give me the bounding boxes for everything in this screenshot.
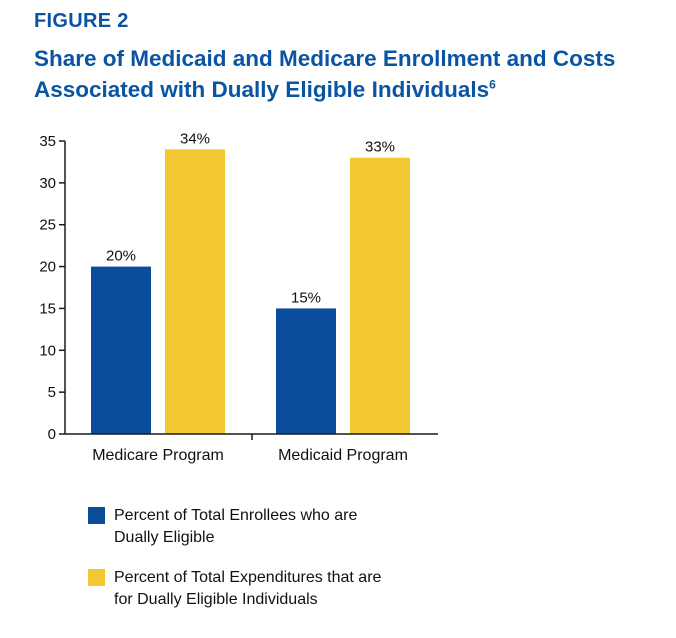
x-tick-label: Medicare Program: [92, 447, 224, 464]
x-tick-label: Medicaid Program: [278, 447, 408, 464]
legend-swatch-expenditures: [88, 569, 105, 586]
data-label: 33%: [365, 139, 395, 156]
legend-swatch-enrollees: [88, 507, 105, 524]
y-tick-label: 20: [39, 259, 56, 276]
chart-title: Share of Medicaid and Medicare Enrollmen…: [34, 43, 664, 105]
bar-enrollees-1: [276, 308, 336, 434]
y-tick-label: 10: [39, 342, 56, 359]
legend-item-enrollees: Percent of Total Enrollees who are Duall…: [88, 505, 508, 549]
chart-legend: Percent of Total Enrollees who are Duall…: [88, 505, 508, 629]
bar-expenditures-1: [350, 157, 410, 434]
bar-chart: 20% 15% 34% 33% 0 5 10 15 20 25 30 35 Medicare Progr…: [39, 130, 438, 464]
y-tick-label: 0: [48, 426, 56, 443]
chart-title-text: Share of Medicaid and Medicare Enrollmen…: [34, 46, 616, 102]
bar-expenditures-0: [165, 149, 225, 434]
legend-item-expenditures: Percent of Total Expenditures that are f…: [88, 567, 508, 611]
figure-label: FIGURE 2: [34, 10, 129, 32]
y-tick-label: 5: [48, 384, 56, 401]
y-tick-label: 35: [39, 133, 56, 150]
legend-label-line1: Percent of Total Expenditures that are: [114, 569, 382, 586]
y-tick-label: 30: [39, 175, 56, 192]
bar-enrollees-0: [91, 266, 151, 434]
y-tick-label: 25: [39, 217, 56, 234]
legend-label-line1: Percent of Total Enrollees who are: [114, 507, 358, 524]
title-footnote-marker: 6: [489, 77, 496, 92]
y-tick-label: 15: [39, 300, 56, 317]
data-label: 15%: [291, 289, 321, 306]
data-label: 34%: [180, 130, 210, 147]
legend-label-line2: for Dually Eligible Individuals: [114, 591, 318, 608]
data-label: 20%: [106, 248, 136, 265]
legend-label-line2: Dually Eligible: [114, 529, 215, 546]
